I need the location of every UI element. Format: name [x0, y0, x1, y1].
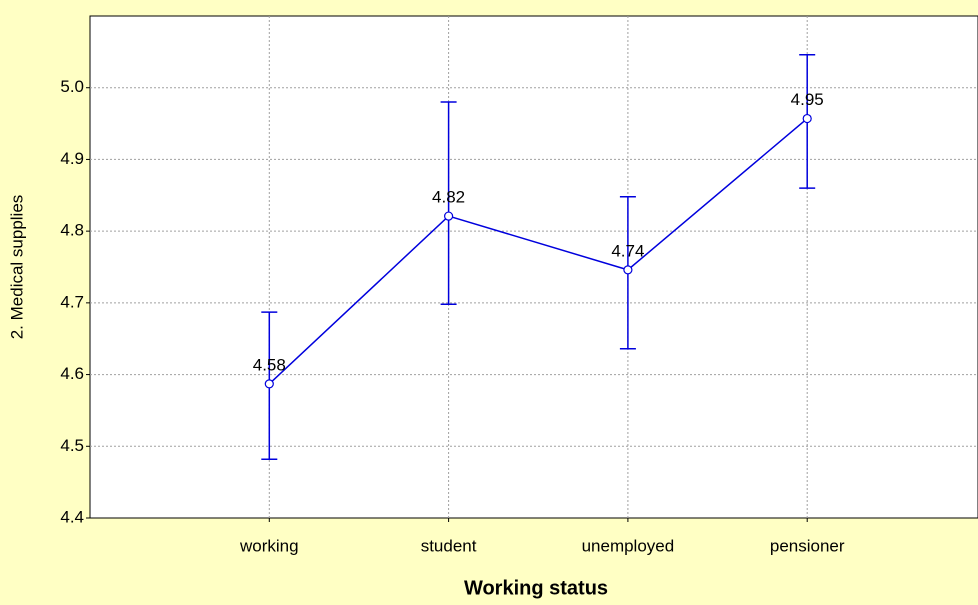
y-tick-label: 4.5 [60, 436, 84, 455]
x-tick-label: student [421, 536, 477, 555]
y-tick-label: 4.6 [60, 364, 84, 383]
x-axis-label: Working status [464, 577, 608, 599]
y-tick-label: 4.7 [60, 292, 84, 311]
x-tick-label: working [239, 536, 299, 555]
data-label: 4.82 [432, 188, 465, 207]
y-tick-label: 5.0 [60, 77, 84, 96]
data-label: 4.58 [253, 355, 286, 374]
point [802, 113, 812, 124]
y-tick-label: 4.4 [60, 507, 84, 526]
plot-area [89, 15, 978, 519]
point [444, 211, 454, 221]
point [623, 265, 633, 275]
y-tick-label: 4.8 [60, 221, 84, 240]
point [264, 379, 274, 389]
y-axis-label: 2. Medical supplies [7, 195, 26, 340]
y-tick-label: 4.9 [60, 149, 84, 168]
data-label: 4.95 [791, 90, 824, 109]
line [268, 117, 808, 385]
x-tick-label: unemployed [582, 536, 675, 555]
data-label: 4.74 [611, 241, 644, 260]
x-tick-label: pensioner [770, 536, 845, 555]
